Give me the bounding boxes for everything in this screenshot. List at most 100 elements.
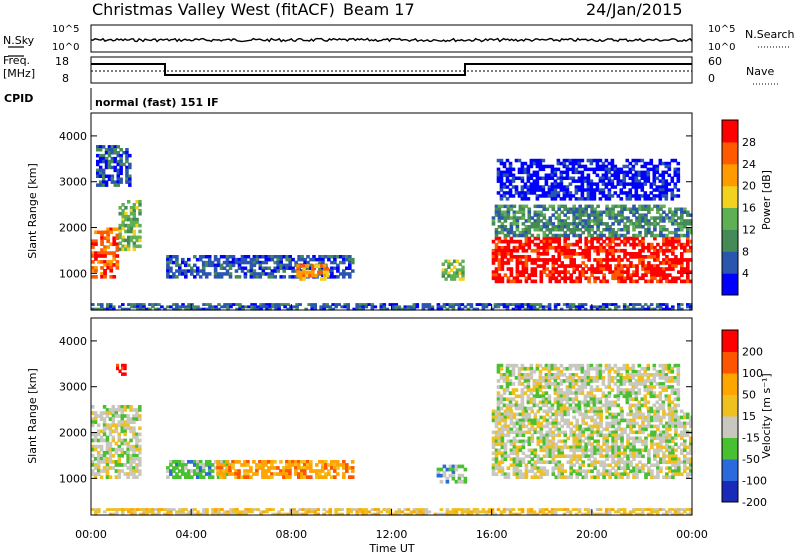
heatmap-cell (309, 475, 313, 479)
heatmap-cell (641, 454, 645, 458)
heatmap-cell (632, 228, 636, 232)
heatmap-cell (138, 463, 142, 467)
heatmap-cell (635, 191, 639, 195)
heatmap-cell (184, 275, 188, 279)
y-tick-label: 3000 (59, 176, 87, 189)
heatmap-cell (614, 191, 618, 195)
heatmap-cell (584, 475, 588, 479)
heatmap-cell (512, 194, 516, 198)
freq-panel (91, 57, 692, 83)
y-tick-label: 1000 (59, 267, 87, 280)
heatmap-cell (677, 162, 681, 166)
heatmap-cell (521, 179, 525, 183)
heatmap-cell (620, 197, 624, 201)
heatmap-cell (504, 225, 508, 229)
heatmap-cell (114, 148, 118, 152)
heatmap-cell (138, 239, 141, 243)
heatmap-cell (665, 197, 669, 201)
heatmap-cell (647, 179, 651, 183)
heatmap-cell (106, 426, 110, 430)
heatmap-cell (124, 372, 127, 376)
heatmap-cell (563, 469, 567, 473)
heatmap-cell (611, 388, 615, 392)
heatmap-cell (138, 439, 142, 443)
heatmap-cell (118, 414, 122, 418)
heatmap-cell (132, 408, 136, 412)
heatmap-cell (566, 413, 570, 417)
heatmap-cell (647, 211, 651, 215)
station-title: Christmas Valley West (fitACF) (92, 0, 335, 19)
heatmap-cell (97, 423, 101, 427)
cpid-text: normal (fast) 151 IF (95, 96, 219, 109)
nave-label: Nave (746, 65, 774, 78)
heatmap-cell (507, 475, 511, 479)
heatmap-cell (668, 208, 672, 212)
heatmap-cell (461, 277, 464, 281)
heatmap-cell (617, 397, 621, 401)
heatmap-cell (534, 273, 538, 277)
heatmap-cell (626, 231, 630, 235)
heatmap-cell (656, 475, 660, 479)
heatmap-cell (135, 224, 138, 228)
heatmap-cell (461, 274, 464, 278)
freq-tick-top: 18 (55, 55, 69, 68)
heatmap-cell (677, 168, 681, 172)
heatmap-cell (635, 162, 639, 166)
nave-tick-top: 60 (708, 55, 722, 68)
heatmap-cell (109, 269, 113, 273)
heatmap-cell (94, 242, 98, 246)
heatmap-cell (596, 205, 600, 209)
heatmap-cell (132, 475, 136, 479)
heatmap-cell (118, 463, 122, 467)
heatmap-cell (617, 305, 621, 308)
heatmap-cell (546, 252, 550, 256)
heatmap-cell (578, 240, 582, 244)
heatmap-cell (187, 258, 191, 262)
heatmap-cell (282, 275, 286, 279)
heatmap-cell (593, 197, 597, 201)
heatmap-cell (509, 191, 513, 195)
heatmap-cell (671, 370, 675, 374)
heatmap-cell (461, 260, 464, 264)
heatmap-cell (587, 258, 591, 262)
heatmap-cell (94, 420, 98, 424)
heatmap-cell (450, 274, 453, 278)
heatmap-cell (557, 303, 561, 306)
heatmap-cell (584, 303, 588, 306)
heatmap-cell (351, 469, 355, 473)
heatmap-cell (128, 175, 132, 179)
nave-tick-bottom: 0 (708, 72, 715, 85)
heatmap-cell (118, 408, 122, 412)
heatmap-cell (677, 194, 681, 198)
nsky-tick-bottom: 10^0 (52, 42, 79, 53)
heatmap-cell (238, 275, 242, 279)
heatmap-cell (516, 225, 520, 229)
heatmap-cell (506, 159, 510, 163)
heatmap-cell (336, 472, 340, 476)
heatmap-cell (279, 460, 283, 464)
heatmap-cell (288, 475, 292, 479)
heatmap-cell (138, 203, 141, 207)
heatmap-cell (374, 305, 378, 308)
heatmap-cell (91, 405, 95, 409)
heatmap-cell (97, 510, 101, 513)
heatmap-cell (112, 466, 116, 470)
heatmap-cell (114, 160, 118, 164)
colorbar-tick-label: 24 (742, 158, 756, 171)
heatmap-cell (112, 448, 116, 452)
heatmap-cell (578, 407, 582, 411)
heatmap-cell (119, 236, 122, 240)
heatmap-cell (671, 191, 675, 195)
heatmap-cell (138, 426, 142, 430)
heatmap-cell (536, 174, 540, 178)
heatmap-cell (112, 454, 116, 458)
heatmap-cell (305, 264, 309, 268)
colorbar-swatch (722, 164, 738, 186)
heatmap-cell (537, 234, 541, 238)
heatmap-cell (106, 475, 110, 479)
heatmap-cell (578, 280, 582, 284)
heatmap-cell (464, 468, 468, 472)
heatmap-cell (117, 183, 121, 187)
heatmap-cell (132, 436, 136, 440)
heatmap-cell (326, 274, 330, 278)
